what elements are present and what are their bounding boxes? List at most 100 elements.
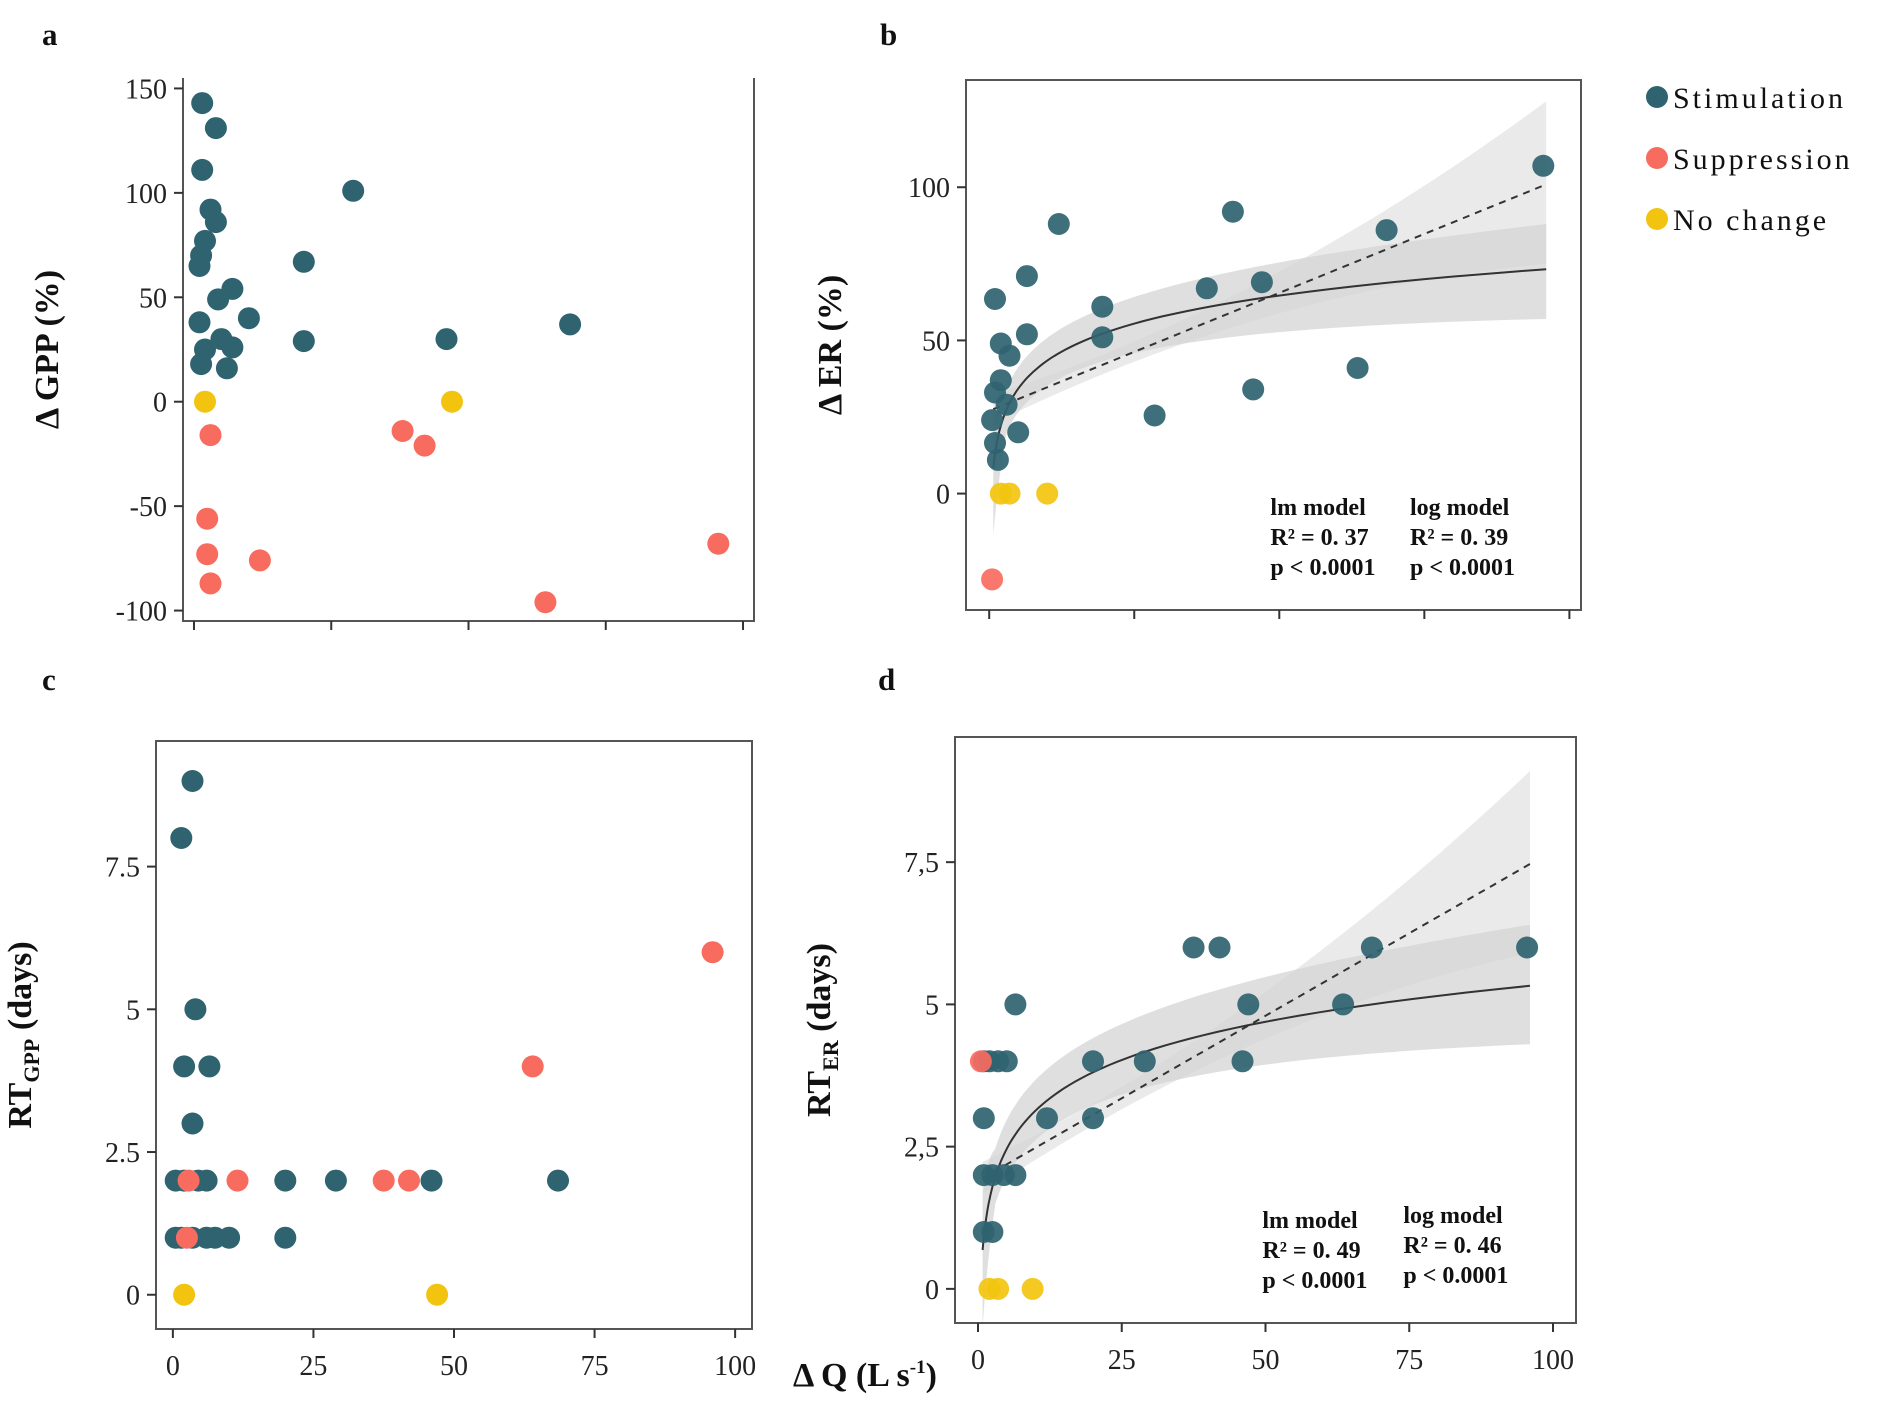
data-point-suppression bbox=[196, 507, 219, 530]
y-tick-label: 50 bbox=[922, 326, 950, 357]
y-tick-label: 150 bbox=[125, 74, 167, 105]
x-tick-label: 50 bbox=[1252, 1345, 1280, 1376]
data-point-stimulation bbox=[1047, 213, 1070, 235]
data-point-stimulation bbox=[972, 1107, 995, 1130]
data-point-stimulation bbox=[998, 344, 1021, 367]
stat-lm-title: lm model bbox=[1262, 1208, 1358, 1234]
data-point-stimulation bbox=[170, 827, 193, 849]
data-point-suppression bbox=[175, 1226, 198, 1249]
data-point-stimulation bbox=[1143, 404, 1166, 427]
y-tick-label: -100 bbox=[116, 597, 167, 628]
data-point-stimulation bbox=[984, 432, 1006, 454]
data-point-no-change bbox=[194, 390, 216, 413]
data-point-stimulation bbox=[1231, 1050, 1254, 1073]
legend-marker-stimulation bbox=[1646, 86, 1668, 108]
data-point-no-change bbox=[1036, 482, 1059, 505]
data-point-stimulation bbox=[181, 1112, 204, 1135]
data-point-stimulation bbox=[1195, 277, 1218, 300]
data-point-stimulation bbox=[420, 1169, 443, 1192]
data-point-stimulation bbox=[237, 307, 260, 330]
data-point-stimulation bbox=[1082, 1107, 1104, 1130]
x-axis-title-superscript: -1 bbox=[910, 1357, 926, 1378]
data-point-stimulation bbox=[342, 179, 365, 202]
x-tick-label: 100 bbox=[1532, 1345, 1574, 1376]
y-tick-label: 5 bbox=[126, 995, 140, 1026]
data-point-stimulation bbox=[981, 409, 1004, 432]
data-point-stimulation bbox=[188, 255, 211, 277]
y-tick-label: 0 bbox=[126, 1281, 140, 1312]
y-tick-label: 50 bbox=[139, 283, 167, 314]
data-point-suppression bbox=[248, 549, 271, 572]
stat-lm-r2: R² = 0. 37 bbox=[1270, 525, 1368, 551]
stat-lm-p: p < 0.0001 bbox=[1262, 1268, 1367, 1294]
data-point-suppression bbox=[177, 1169, 200, 1192]
panel-b: 100 50 0 Δ ER (%) lm model R² = 0. 37 p < 0.00… bbox=[812, 79, 1582, 619]
log-confidence-band bbox=[993, 224, 1547, 537]
y-tick-label: 0 bbox=[936, 480, 950, 511]
x-tick-label: 75 bbox=[1395, 1345, 1423, 1376]
data-point-suppression bbox=[199, 424, 222, 447]
y-axis-title: Δ GPP (%) bbox=[29, 270, 66, 429]
panel-letter-c: c bbox=[42, 662, 56, 697]
data-point-stimulation bbox=[547, 1169, 569, 1192]
data-point-no-change bbox=[173, 1283, 196, 1306]
y-tick-label: 2,5 bbox=[904, 1133, 939, 1164]
x-tick-label: 50 bbox=[440, 1351, 468, 1382]
data-point-suppression bbox=[707, 532, 730, 555]
data-point-stimulation bbox=[984, 288, 1006, 310]
data-point-stimulation bbox=[191, 158, 214, 181]
data-point-suppression bbox=[521, 1055, 544, 1078]
y-tick-label: 5 bbox=[925, 990, 939, 1021]
data-point-stimulation bbox=[1250, 271, 1273, 294]
data-point-stimulation bbox=[1004, 993, 1027, 1016]
data-point-stimulation bbox=[195, 1169, 218, 1192]
lm-fit-line bbox=[982, 863, 1531, 1179]
x-tick-label: 0 bbox=[166, 1351, 180, 1382]
stat-lm-r2: R² = 0. 49 bbox=[1262, 1238, 1360, 1264]
y-tick-label: 7.5 bbox=[105, 853, 140, 884]
plot-area bbox=[183, 78, 754, 621]
panel-letter-b: b bbox=[880, 17, 897, 52]
data-point-stimulation bbox=[1007, 421, 1030, 444]
lm-confidence-band bbox=[982, 771, 1530, 1194]
data-point-stimulation bbox=[204, 211, 227, 234]
legend-marker-suppression bbox=[1646, 147, 1668, 169]
stat-log-r2: R² = 0. 46 bbox=[1403, 1233, 1501, 1259]
data-point-stimulation bbox=[995, 1050, 1018, 1073]
y-tick-label: 0 bbox=[925, 1275, 939, 1306]
y-axis-title: Δ ER (%) bbox=[812, 275, 849, 415]
data-point-stimulation bbox=[981, 1221, 1004, 1243]
data-point-stimulation bbox=[1516, 936, 1539, 959]
data-point-stimulation bbox=[1360, 936, 1383, 959]
y-tick-label: -50 bbox=[130, 492, 167, 523]
data-point-no-change bbox=[998, 482, 1021, 505]
plot-area bbox=[156, 741, 752, 1329]
data-point-stimulation bbox=[274, 1169, 297, 1192]
data-point-stimulation bbox=[204, 117, 227, 140]
stat-log-p: p < 0.0001 bbox=[1403, 1263, 1508, 1289]
panel-a: 150 100 50 0 -50 -100 Δ GPP (%) bbox=[29, 74, 755, 630]
data-point-stimulation bbox=[1015, 265, 1038, 288]
y-tick-label: 100 bbox=[908, 173, 950, 204]
data-point-stimulation bbox=[1182, 936, 1205, 959]
x-tick-label: 0 bbox=[971, 1345, 985, 1376]
legend-marker-no-change bbox=[1646, 208, 1668, 230]
data-point-stimulation bbox=[292, 250, 315, 273]
data-point-stimulation bbox=[1242, 378, 1265, 401]
data-point-stimulation bbox=[292, 330, 315, 353]
data-point-stimulation bbox=[191, 92, 214, 115]
data-point-stimulation bbox=[1091, 326, 1114, 349]
data-point-no-change bbox=[987, 1277, 1010, 1300]
data-point-stimulation bbox=[198, 1055, 221, 1078]
legend-label-stimulation: Stimulation bbox=[1673, 82, 1846, 115]
x-tick-label: 100 bbox=[714, 1351, 756, 1382]
panel-letter-a: a bbox=[42, 17, 58, 52]
data-point-suppression bbox=[701, 941, 724, 964]
data-point-stimulation bbox=[995, 393, 1018, 416]
legend-label-no-change: No change bbox=[1673, 204, 1829, 237]
stat-log-r2: R² = 0. 39 bbox=[1410, 525, 1508, 551]
data-point-stimulation bbox=[986, 448, 1009, 471]
stat-lm-title: lm model bbox=[1270, 495, 1366, 521]
x-tick-label: 25 bbox=[299, 1351, 327, 1382]
